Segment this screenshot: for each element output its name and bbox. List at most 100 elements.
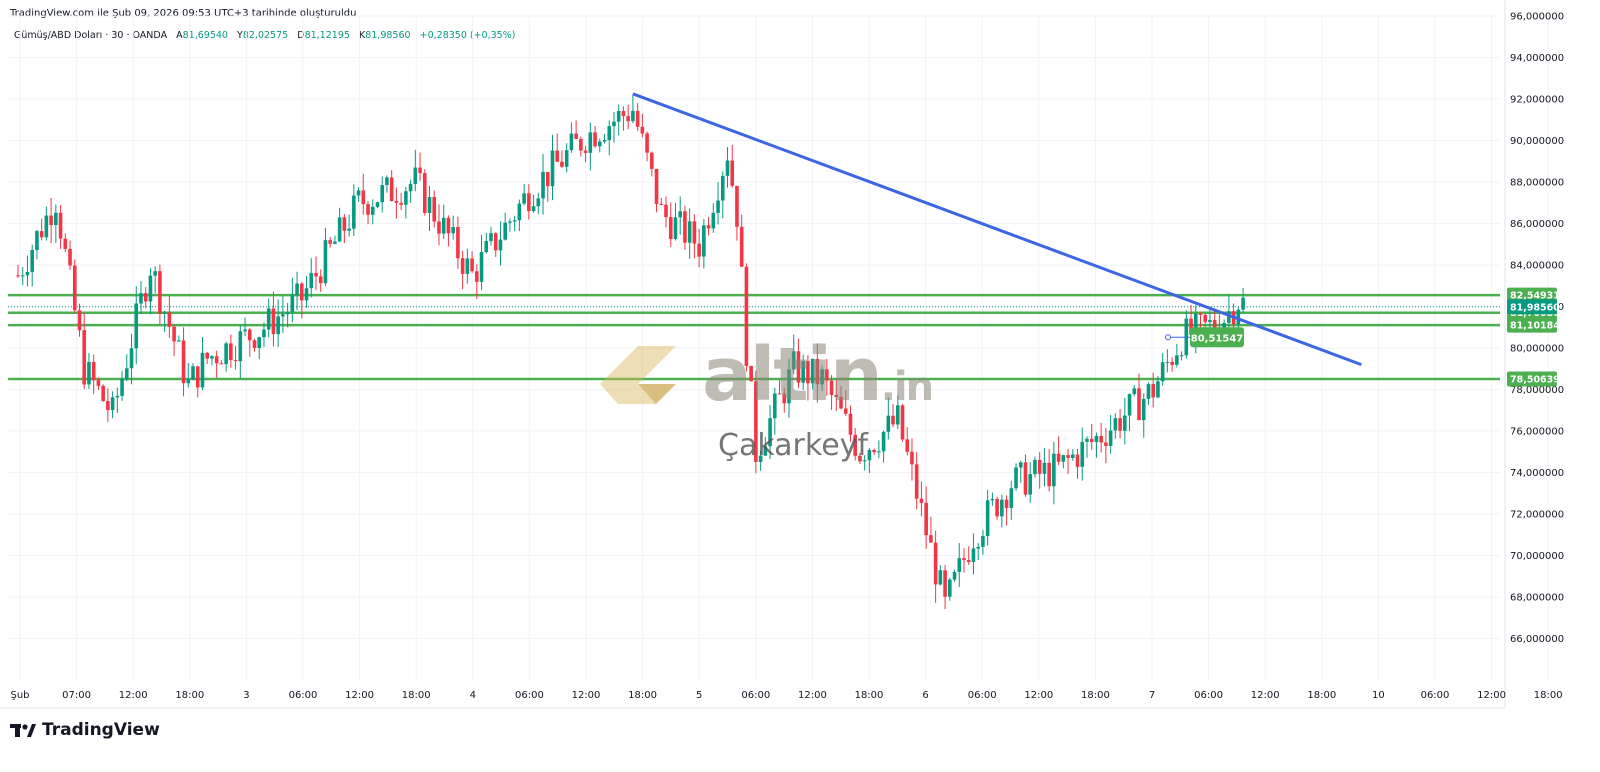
- candle-body: [938, 570, 943, 585]
- candle-body: [545, 171, 550, 187]
- candle-body: [787, 369, 791, 404]
- trendline[interactable]: [632, 92, 1362, 367]
- x-tick-label: 06:00: [968, 690, 997, 701]
- candle-body: [536, 198, 541, 207]
- candle-body: [389, 177, 394, 201]
- candle-body: [498, 239, 503, 251]
- candle-body: [910, 451, 914, 465]
- trendline-marker-dot: [1165, 334, 1171, 341]
- candle-body: [763, 446, 768, 456]
- candle-body: [375, 202, 380, 207]
- candle-body: [446, 217, 451, 234]
- trendline-marker-label-bg: [1190, 327, 1244, 348]
- horizontal-levels[interactable]: [8, 293, 1500, 381]
- candle-body: [730, 160, 735, 186]
- candle-body: [872, 449, 876, 453]
- candle-body: [1146, 384, 1151, 399]
- candle-body: [172, 326, 176, 342]
- candle-body: [862, 460, 867, 462]
- candle-body: [583, 150, 588, 153]
- candle-body: [687, 221, 692, 243]
- candle-body: [626, 116, 630, 122]
- candle-body: [1047, 462, 1051, 487]
- x-tick-label: 07:00: [62, 690, 91, 701]
- x-tick-label: 12:00: [1024, 690, 1053, 701]
- candle-body: [432, 196, 437, 222]
- candle-body: [441, 217, 446, 234]
- candle-body: [124, 368, 129, 379]
- candle-body: [848, 413, 853, 435]
- y-tick-label: 66,000000: [1510, 634, 1564, 645]
- candle-body: [342, 217, 347, 231]
- candle-body: [214, 356, 219, 364]
- candle-body: [569, 133, 574, 151]
- candle-body: [881, 431, 886, 452]
- candle-body: [924, 502, 928, 536]
- x-tick-label: 12:00: [1251, 690, 1280, 701]
- candle-body: [612, 121, 616, 127]
- x-tick-label: 18:00: [1534, 690, 1563, 701]
- candle-body: [900, 405, 905, 440]
- x-tick-label: 18:00: [1307, 690, 1336, 701]
- candle-body: [725, 160, 730, 176]
- candle-body: [749, 365, 753, 382]
- candle-body: [266, 308, 271, 330]
- candle-body: [527, 193, 531, 212]
- level-price-tag-bg: [1507, 371, 1557, 387]
- candle-body: [1066, 455, 1070, 458]
- candle-body: [791, 351, 796, 370]
- candle-body: [1141, 398, 1146, 421]
- close-value: 81,98560: [365, 30, 411, 41]
- candle-body: [678, 211, 682, 218]
- candle-body: [158, 271, 162, 314]
- candle-body: [541, 171, 545, 199]
- candle-body: [229, 343, 233, 361]
- candle-body: [1127, 394, 1132, 416]
- candle-body: [895, 405, 900, 425]
- candle-body: [352, 195, 356, 229]
- tradingview-wordmark: TradingView: [42, 720, 160, 740]
- candle-body: [300, 283, 304, 301]
- candle-body: [1151, 384, 1155, 398]
- candle-body: [1123, 415, 1127, 431]
- candle-body: [1061, 455, 1066, 462]
- time-axis[interactable]: Şub 07:00 12:00 18:00 3 06:00 12:00 18:00 4 06:00…: [0, 690, 1563, 709]
- candle-body: [1137, 388, 1141, 421]
- candle-body: [380, 185, 385, 203]
- candle-body: [758, 455, 763, 462]
- candle-body: [1156, 381, 1160, 398]
- candle-body: [1000, 499, 1004, 517]
- candle-body: [1160, 362, 1165, 382]
- change-value: +0,28350 (+0,35%): [419, 30, 516, 41]
- candle-body: [1052, 453, 1056, 487]
- candle-body: [1227, 311, 1231, 323]
- candle-body: [1165, 361, 1170, 363]
- candle-body: [195, 366, 200, 388]
- candle-body: [550, 150, 555, 187]
- y-tick-label: 76,000000: [1510, 427, 1564, 438]
- tradingview-logo[interactable]: TradingView: [10, 720, 160, 740]
- candle-body: [304, 288, 309, 301]
- candle-body: [167, 312, 172, 327]
- candle-body: [233, 360, 238, 362]
- candle-body: [631, 110, 635, 122]
- symbol-name: Gümüş/ABD Doları · 30 · OANDA: [14, 30, 168, 41]
- candle-body: [399, 202, 403, 205]
- trendline-group[interactable]: 80,51547: [632, 92, 1362, 367]
- candle-body: [493, 233, 498, 251]
- candle-body: [796, 351, 801, 383]
- candle-body: [181, 340, 186, 384]
- candle-body: [839, 397, 843, 409]
- candle-body: [1070, 454, 1075, 458]
- candle-body: [664, 204, 668, 218]
- current-price-tag-bg: [1507, 299, 1557, 315]
- candle-body: [683, 211, 687, 243]
- candle-body: [186, 379, 191, 384]
- price-axis[interactable]: 96,000000 94,000000 92,000000 90,000000 88,0…: [1504, 0, 1564, 708]
- x-tick-label: 06:00: [741, 690, 770, 701]
- candle-body: [1179, 355, 1184, 357]
- y-tick-label: 86,000000: [1510, 219, 1564, 230]
- candle-body: [820, 369, 824, 385]
- candle-body: [77, 310, 82, 331]
